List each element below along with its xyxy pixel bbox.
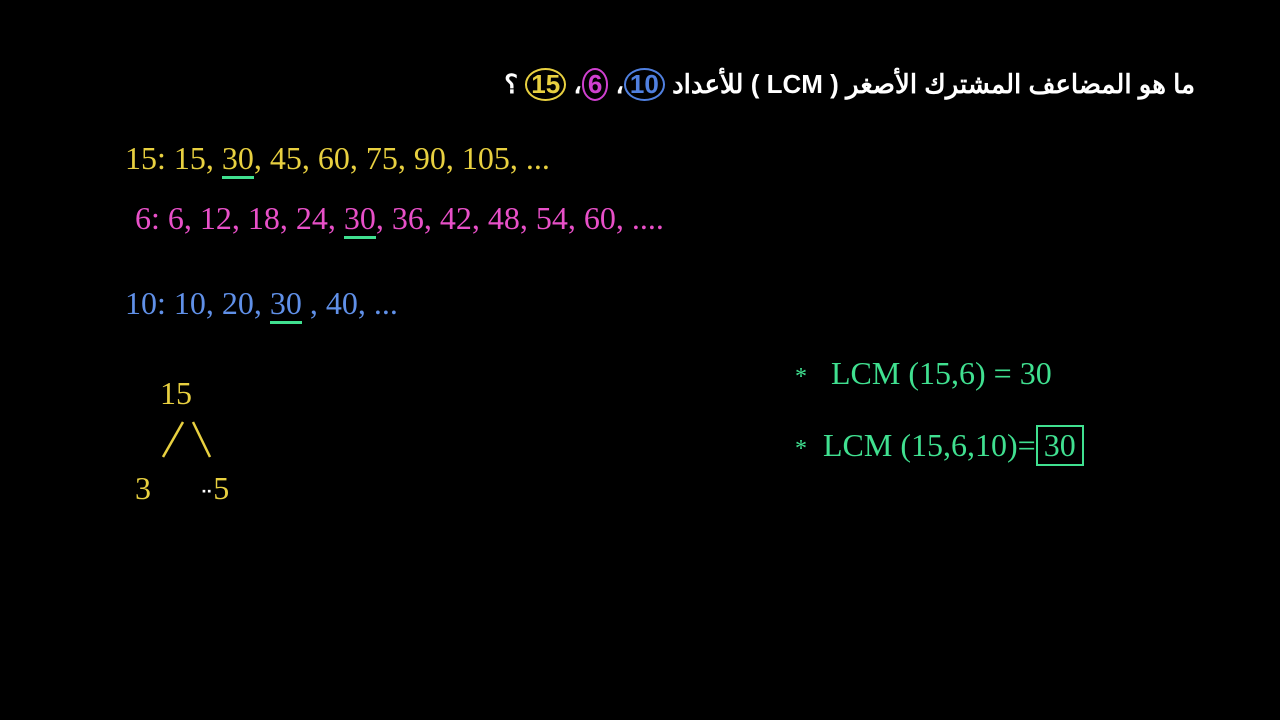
row15-rest: , 45, 60, 75, 90, 105, ... bbox=[254, 140, 550, 176]
multiples-row-6: 6: 6, 12, 18, 24, 30, 36, 42, 48, 54, 60… bbox=[135, 200, 664, 237]
title-pre: ما هو المضاعف المشترك الأصغر ( LCM ) للأ… bbox=[672, 69, 1195, 99]
lcm-result-1: * LCM (15,6) = 30 bbox=[795, 355, 1052, 392]
title-sep2: ، bbox=[573, 69, 581, 99]
row6-pre: 6, 12, 18, 24, bbox=[160, 200, 344, 236]
row10-pre: 10, 20, bbox=[166, 285, 270, 321]
title-num-15: 15 bbox=[525, 68, 566, 101]
bullet-star-icon: * bbox=[795, 364, 807, 390]
title-sep1: ، bbox=[616, 69, 624, 99]
title-num-10: 10 bbox=[624, 68, 665, 101]
tree-right-val: 5 bbox=[213, 470, 229, 506]
title-post: ؟ bbox=[504, 69, 518, 99]
lcm2-answer-boxed: 30 bbox=[1036, 425, 1084, 466]
row15-label: 15: bbox=[125, 140, 166, 176]
lcm2-pre: LCM (15,6,10)= bbox=[823, 427, 1036, 463]
multiples-row-10: 10: 10, 20, 30 , 40, ... bbox=[125, 285, 398, 322]
row15-m2-highlighted: 30 bbox=[222, 140, 254, 179]
row15-m1: 15 bbox=[174, 140, 206, 176]
cursor-icon: ⠒ bbox=[200, 483, 213, 503]
bullet-star-icon: * bbox=[795, 436, 807, 462]
row10-label: 10: bbox=[125, 285, 166, 321]
lcm-result-2: * LCM (15,6,10)=30 bbox=[795, 425, 1084, 466]
row6-label: 6: bbox=[135, 200, 160, 236]
row10-rest: , 40, ... bbox=[302, 285, 398, 321]
question-title: ما هو المضاعف المشترك الأصغر ( LCM ) للأ… bbox=[504, 68, 1195, 101]
tree-leaf-left: 3 bbox=[135, 470, 151, 507]
tree-root: 15 bbox=[160, 375, 192, 412]
title-num-6: 6 bbox=[582, 68, 608, 101]
row10-m3-highlighted: 30 bbox=[270, 285, 302, 324]
tree-leaf-right: ⠒5 bbox=[200, 470, 229, 507]
row6-rest: , 36, 42, 48, 54, 60, .... bbox=[376, 200, 664, 236]
lcm1-text: LCM (15,6) = 30 bbox=[831, 355, 1052, 391]
row6-m5-highlighted: 30 bbox=[344, 200, 376, 239]
tree-branches-icon bbox=[155, 417, 215, 462]
multiples-row-15: 15: 15, 30, 45, 60, 75, 90, 105, ... bbox=[125, 140, 550, 177]
